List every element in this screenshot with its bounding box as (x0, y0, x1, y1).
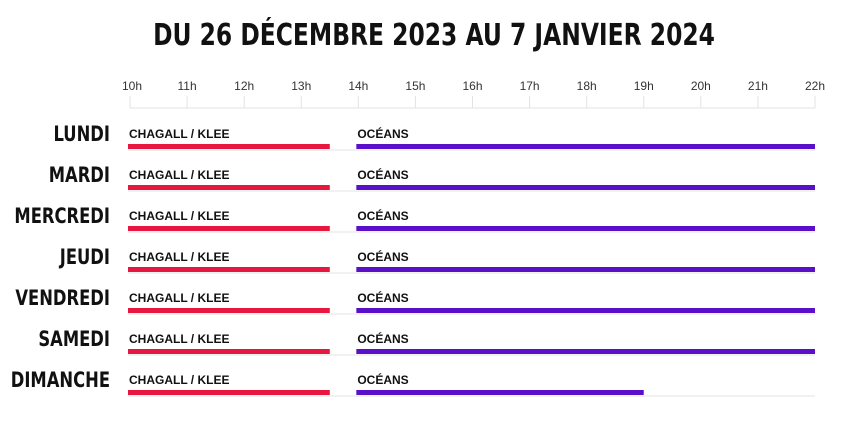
tick-label: 12h (234, 79, 254, 93)
bar-oceans (356, 144, 815, 149)
bar-label: OCÉANS (357, 126, 408, 141)
bar-chagall-klee (128, 349, 330, 354)
bar-label: CHAGALL / KLEE (129, 209, 229, 223)
bar-oceans (356, 267, 815, 272)
bar-chagall-klee (128, 308, 330, 313)
bar-oceans (356, 185, 815, 190)
bar-oceans (356, 390, 644, 395)
bar-oceans (356, 226, 815, 231)
tick-label: 10h (122, 79, 142, 93)
bar-label: OCÉANS (357, 290, 408, 305)
bar-chagall-klee (128, 267, 330, 272)
tick-label: 15h (405, 79, 425, 93)
bar-label: OCÉANS (357, 331, 408, 346)
bar-label: OCÉANS (357, 372, 408, 387)
bar-oceans (356, 349, 815, 354)
tick-label: 11h (178, 79, 197, 93)
tick-label: 21h (748, 79, 768, 93)
bar-label: CHAGALL / KLEE (129, 168, 229, 182)
bar-chagall-klee (128, 185, 330, 190)
day-label: DIMANCHE (11, 369, 110, 392)
bar-chagall-klee (128, 390, 330, 395)
bar-oceans (356, 308, 815, 313)
bar-label: OCÉANS (357, 208, 408, 223)
chart-title: DU 26 DÉCEMBRE 2023 AU 7 JANVIER 2024 (153, 18, 715, 53)
bar-label: CHAGALL / KLEE (129, 332, 229, 346)
tick-label: 19h (634, 79, 654, 93)
bar-label: CHAGALL / KLEE (129, 250, 229, 264)
bar-chagall-klee (128, 144, 330, 149)
tick-label: 17h (520, 79, 540, 93)
bar-label: CHAGALL / KLEE (129, 127, 229, 141)
bar-label: CHAGALL / KLEE (129, 373, 229, 387)
bar-label: OCÉANS (357, 167, 408, 182)
tick-label: 14h (348, 79, 368, 93)
day-label: MERCREDI (14, 205, 110, 228)
tick-label: 22h (805, 79, 825, 93)
tick-label: 16h (462, 79, 482, 93)
bar-label: CHAGALL / KLEE (129, 291, 229, 305)
day-label: VENDREDI (15, 287, 110, 310)
bar-chagall-klee (128, 226, 330, 231)
bar-label: OCÉANS (357, 249, 408, 264)
day-label: MARDI (49, 164, 110, 187)
tick-label: 18h (577, 79, 597, 93)
day-label: LUNDI (53, 123, 110, 146)
tick-label: 13h (291, 79, 311, 93)
tick-label: 20h (691, 79, 711, 93)
day-label: SAMEDI (38, 328, 110, 351)
day-label: JEUDI (58, 246, 110, 269)
